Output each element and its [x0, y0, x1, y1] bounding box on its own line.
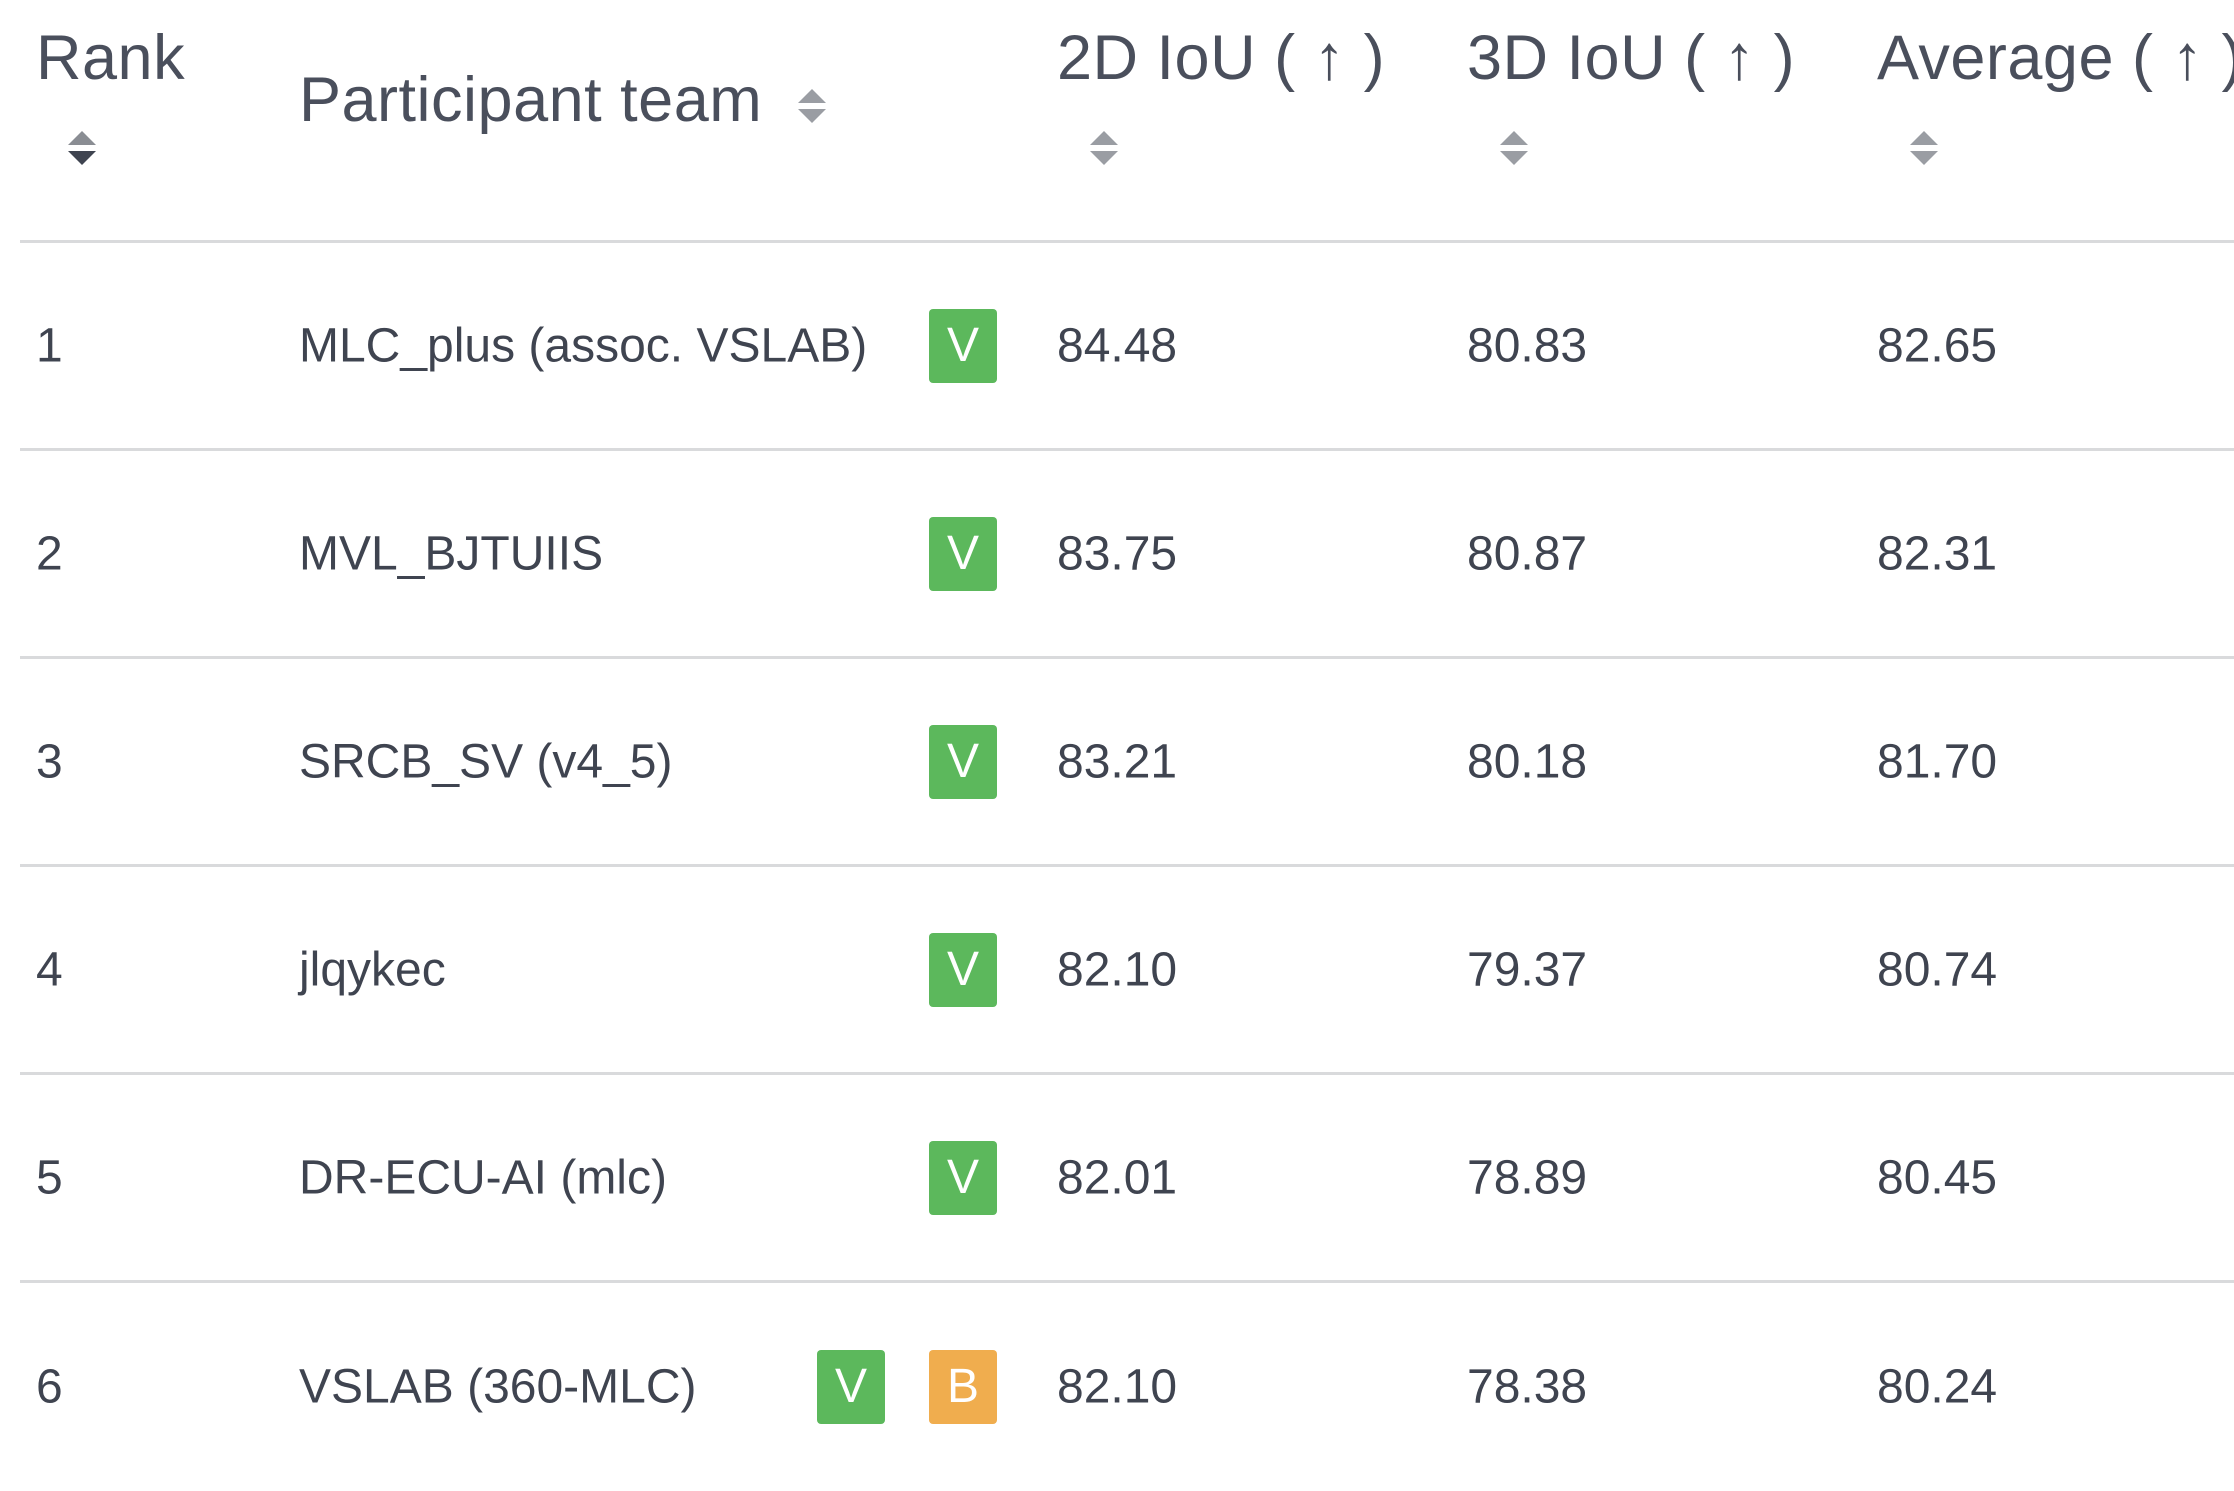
team-cell: SRCB_SV (v4_5): [299, 735, 673, 788]
average-sort-icon[interactable]: [1908, 128, 1940, 168]
iou3d-cell: 79.37: [1467, 943, 1588, 996]
table-row: 6 VSLAB (360-MLC) V B 82.10 78.38 80.24: [20, 1283, 2234, 1491]
table-row: 4 jlqykec V 82.10 79.37 80.74: [20, 867, 2234, 1075]
average-cell: 81.70: [1877, 735, 1998, 788]
team-cell: jlqykec: [299, 943, 446, 996]
rank-cell: 2: [36, 527, 63, 580]
iou2d-cell: 84.48: [1057, 319, 1178, 372]
iou3d-cell: 80.87: [1467, 527, 1588, 580]
average-cell: 82.31: [1877, 527, 1998, 580]
iou2d-sort-icon[interactable]: [1088, 128, 1120, 168]
iou3d-cell: 80.18: [1467, 735, 1588, 788]
team-cell: VSLAB (360-MLC): [299, 1360, 697, 1414]
iou2d-cell: 82.01: [1057, 1151, 1178, 1204]
rank-cell: 4: [36, 943, 63, 996]
iou3d-header[interactable]: 3D IoU ( ↑ ): [1467, 23, 1796, 93]
iou2d-cell: 82.10: [1057, 1360, 1178, 1414]
rank-sort-icon[interactable]: [66, 128, 98, 168]
verified-badge: V: [929, 516, 997, 591]
verified-badge: V: [929, 932, 997, 1007]
rank-cell: 3: [36, 735, 63, 788]
average-cell: 80.74: [1877, 943, 1998, 996]
average-cell: 82.65: [1877, 319, 1998, 372]
team-cell: DR-ECU-AI (mlc): [299, 1151, 667, 1204]
team-cell: MLC_plus (assoc. VSLAB): [299, 319, 868, 372]
leaderboard-table: Rank Participant team 2D IoU ( ↑ ) 3D Io…: [20, 0, 2234, 1491]
iou2d-header[interactable]: 2D IoU ( ↑ ): [1057, 23, 1386, 93]
average-header[interactable]: Average ( ↑ ): [1877, 23, 2234, 93]
table-row: 5 DR-ECU-AI (mlc) V 82.01 78.89 80.45: [20, 1075, 2234, 1283]
team-sort-icon[interactable]: [796, 86, 828, 126]
table-row: 2 MVL_BJTUIIS V 83.75 80.87 82.31: [20, 451, 2234, 659]
rank-header[interactable]: Rank: [36, 23, 186, 93]
iou3d-cell: 80.83: [1467, 319, 1588, 372]
average-cell: 80.24: [1877, 1360, 1998, 1414]
table-row: 3 SRCB_SV (v4_5) V 83.21 80.18 81.70: [20, 659, 2234, 867]
verified-badge: V: [817, 1350, 885, 1424]
table-body: 1 MLC_plus (assoc. VSLAB) V 84.48 80.83 …: [20, 243, 2234, 1491]
iou3d-sort-icon[interactable]: [1498, 128, 1530, 168]
iou2d-cell: 83.21: [1057, 735, 1178, 788]
rank-cell: 5: [36, 1151, 63, 1204]
verified-badge: V: [929, 724, 997, 799]
verified-badge: V: [929, 308, 997, 383]
iou2d-cell: 82.10: [1057, 943, 1178, 996]
team-cell: MVL_BJTUIIS: [299, 527, 604, 580]
iou3d-cell: 78.89: [1467, 1151, 1588, 1204]
baseline-badge: B: [929, 1350, 997, 1424]
team-header[interactable]: Participant team: [299, 65, 763, 135]
iou2d-cell: 83.75: [1057, 527, 1178, 580]
verified-badge: V: [929, 1140, 997, 1215]
rank-cell: 6: [36, 1360, 63, 1414]
rank-cell: 1: [36, 319, 63, 372]
average-cell: 80.45: [1877, 1151, 1998, 1204]
table-row: 1 MLC_plus (assoc. VSLAB) V 84.48 80.83 …: [20, 243, 2234, 451]
iou3d-cell: 78.38: [1467, 1360, 1588, 1414]
table-header: Rank Participant team 2D IoU ( ↑ ) 3D Io…: [20, 0, 2234, 243]
